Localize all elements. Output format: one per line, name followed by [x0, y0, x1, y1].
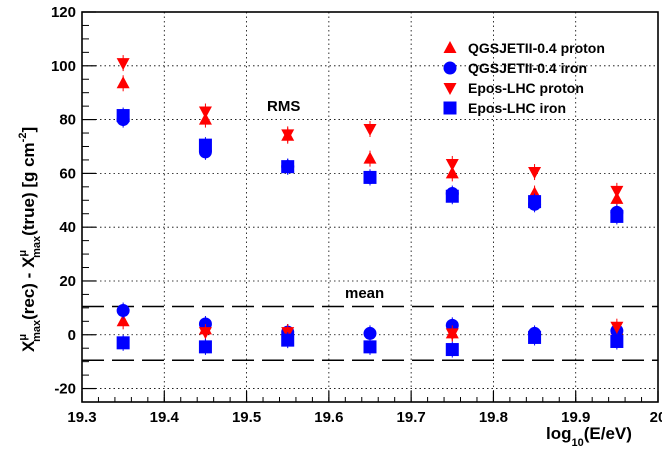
qgsjetii-0-4-proton-rms-point [445, 166, 459, 179]
qgsjetii-0-4-proton-mean-point [116, 314, 130, 327]
y-tick-label: -20 [54, 381, 76, 398]
legend: QGSJETII-0.4 proton QGSJETII-0.4 iron Epos… [443, 40, 605, 116]
x-axis-title: log10(E/eV) [546, 424, 632, 449]
epos-lhc-iron-mean-point [281, 333, 295, 347]
y-tick-labels: -20 0 20 40 60 80 100 120 [51, 4, 76, 398]
y-tick-label: 40 [59, 219, 76, 236]
epos-lhc-iron-rms-point [281, 160, 295, 174]
x-tick-label: 19.9 [561, 409, 590, 426]
x-tick-label: 20 [650, 409, 662, 426]
epos-lhc-iron-rms-point [198, 138, 212, 152]
epos-lhc-proton-rms-point [445, 158, 459, 171]
legend-marker-qgsjetii-0-4-proton [443, 41, 457, 53]
qgsjetii-0-4-iron-mean-point [363, 326, 377, 340]
legend-label-qgsjetii-0-4-proton: QGSJETII-0.4 proton [468, 40, 605, 56]
epos-lhc-iron-mean-point [363, 340, 377, 354]
epos-lhc-iron-mean-point [610, 334, 624, 348]
qgsjetii-0-4-iron-mean-point [116, 304, 130, 318]
epos-lhc-proton-mean-point [610, 321, 624, 334]
legend-label-epos-lhc-proton: Epos-LHC proton [468, 80, 584, 96]
y-axis-title: Xμ max(rec) - Xμ max(true) [g cm-2] [17, 127, 43, 352]
legend-label-qgsjetii-0-4-iron: QGSJETII-0.4 iron [468, 60, 587, 76]
epos-lhc-proton-rms-point [198, 106, 212, 119]
epos-lhc-iron-mean-point [116, 336, 130, 350]
x-tick-labels: 19.3 19.4 19.5 19.6 19.7 19.8 19.9 20 [67, 409, 662, 426]
epos-lhc-iron-rms-point [610, 209, 624, 223]
epos-lhc-proton-mean-point [198, 327, 212, 340]
epos-lhc-proton-mean-point [445, 328, 459, 341]
epos-lhc-proton-rms-point [116, 58, 130, 71]
y-tick-label: 0 [68, 327, 76, 344]
epos-lhc-iron-mean-point [528, 330, 542, 344]
y-tick-label: 20 [59, 273, 76, 290]
epos-lhc-iron-mean-point [445, 343, 459, 357]
y-tick-label: 120 [51, 4, 76, 21]
legend-marker-epos-lhc-iron [443, 101, 457, 115]
legend-marker-qgsjetii-0-4-iron [443, 61, 457, 75]
legend-marker-epos-lhc-proton [443, 83, 457, 95]
epos-lhc-proton-rms-point [610, 185, 624, 198]
data-points [116, 55, 624, 358]
plot-frame [81, 11, 659, 403]
legend-label-epos-lhc-iron: Epos-LHC iron [468, 100, 566, 116]
epos-lhc-proton-rms-point [363, 124, 377, 136]
reference-lines [82, 305, 658, 362]
x-tick-label: 19.5 [232, 409, 261, 426]
x-tick-label: 19.8 [479, 409, 508, 426]
qgsjetii-0-4-proton-rms-point [363, 151, 377, 164]
annotation-mean: mean [345, 285, 384, 302]
x-tick-label: 19.6 [314, 409, 343, 426]
epos-lhc-iron-rms-point [528, 195, 542, 209]
x-tick-label: 19.3 [67, 409, 96, 426]
epos-lhc-iron-mean-point [198, 340, 212, 354]
epos-lhc-proton-rms-point [281, 129, 295, 142]
epos-lhc-iron-rms-point [116, 109, 130, 123]
y-tick-label: 60 [59, 165, 76, 182]
epos-lhc-iron-rms-point [363, 170, 377, 184]
y-tick-label: 100 [51, 58, 76, 75]
x-tick-label: 19.7 [397, 409, 426, 426]
y-tick-label: 80 [59, 112, 76, 129]
qgsjetii-0-4-proton-rms-point [116, 76, 130, 89]
annotation-rms: RMS [267, 98, 300, 115]
epos-lhc-proton-rms-point [528, 167, 542, 180]
axis-ticks [81, 11, 659, 403]
epos-lhc-iron-rms-point [445, 189, 459, 203]
x-tick-label: 19.4 [150, 409, 180, 426]
